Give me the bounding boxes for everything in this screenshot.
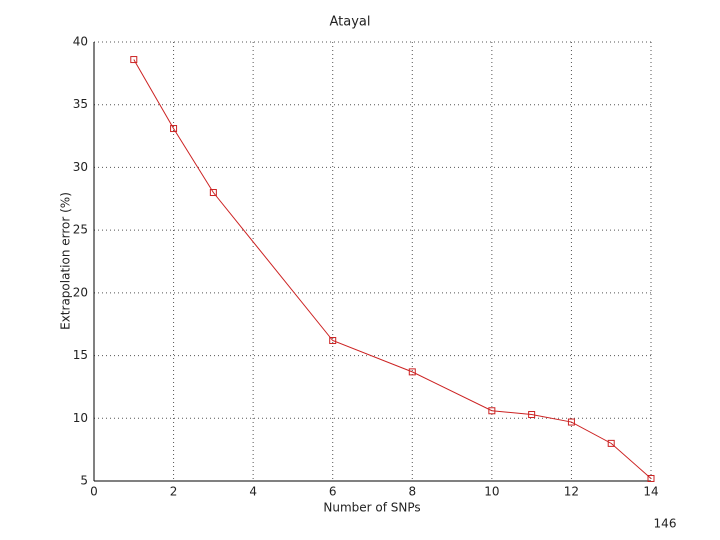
x-tick-label: 0 <box>90 485 98 499</box>
x-tick-label: 2 <box>170 485 178 499</box>
chart-title: Atayal <box>330 15 371 30</box>
x-axis-label: Number of SNPs <box>323 501 420 515</box>
x-tick-label: 6 <box>329 485 337 499</box>
data-marker <box>528 411 536 419</box>
data-marker <box>209 189 217 197</box>
data-marker <box>488 407 496 415</box>
x-tick-label: 8 <box>408 485 416 499</box>
data-marker <box>567 418 575 426</box>
y-tick-label: 35 <box>73 97 88 111</box>
y-tick-label: 40 <box>73 35 88 49</box>
data-marker <box>329 337 337 345</box>
x-tick-label: 4 <box>249 485 257 499</box>
y-tick-label: 25 <box>73 223 88 237</box>
y-tick-label: 5 <box>80 474 88 488</box>
data-marker <box>130 56 138 64</box>
y-tick-label: 15 <box>73 348 88 362</box>
data-line <box>133 59 652 479</box>
y-axis-label: Extrapolation error (%) <box>59 192 73 330</box>
data-marker <box>408 368 416 376</box>
y-tick-label: 20 <box>73 285 88 299</box>
y-tick-label: 10 <box>73 411 88 425</box>
x-tick-label: 12 <box>564 485 579 499</box>
data-marker <box>647 474 655 482</box>
data-marker <box>170 125 178 133</box>
x-tick-label: 10 <box>484 485 499 499</box>
y-tick-label: 30 <box>73 160 88 174</box>
x-tick-label: 14 <box>643 485 658 499</box>
data-marker <box>607 439 615 447</box>
slide-number: 146 <box>654 517 677 531</box>
